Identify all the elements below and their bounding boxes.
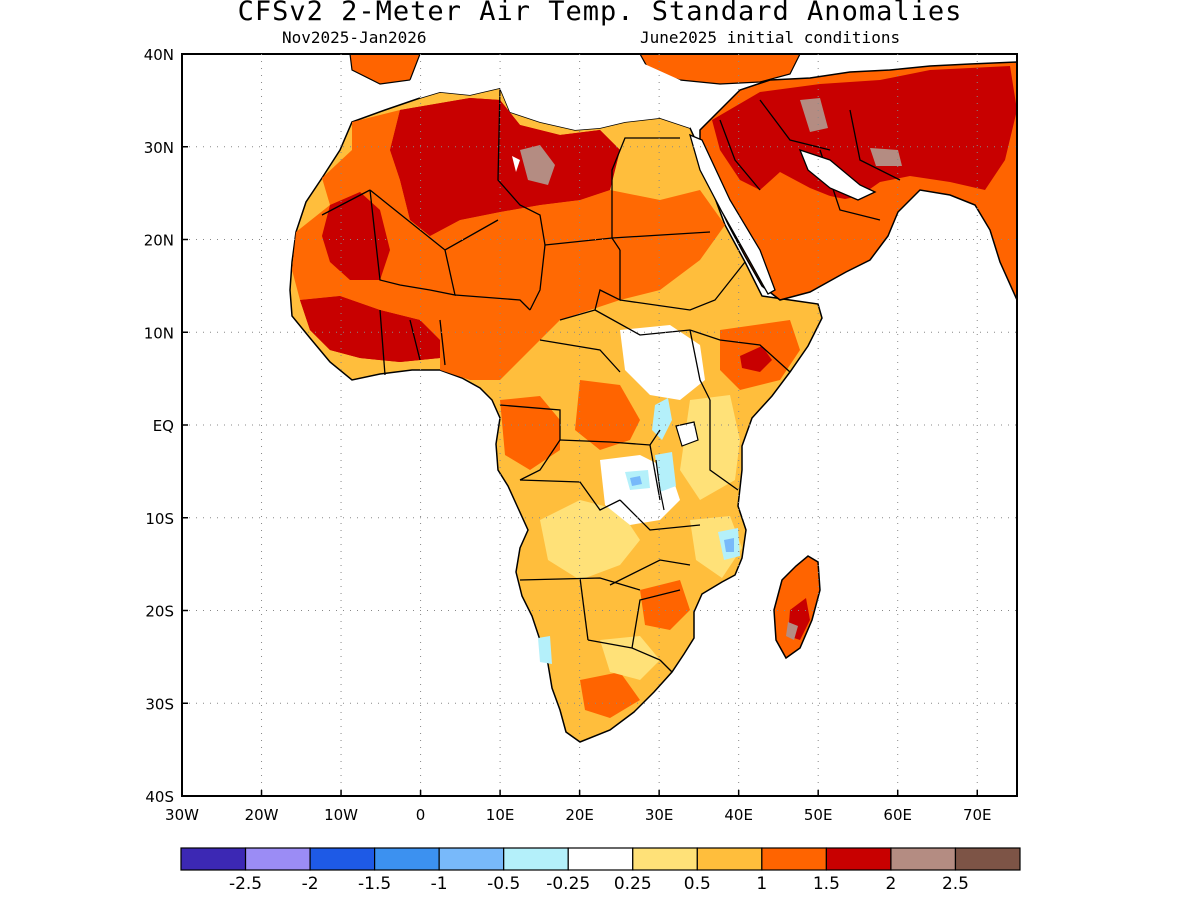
anomaly-region bbox=[630, 476, 642, 486]
colorbar-label: 0.25 bbox=[614, 874, 652, 894]
colorbar-label: -2.5 bbox=[229, 874, 262, 894]
colorbar-swatch bbox=[761, 847, 827, 871]
map-title: CFSv2 2-Meter Air Temp. Standard Anomali… bbox=[237, 0, 963, 27]
lat-tick-label: 10S bbox=[145, 510, 174, 528]
anomaly-region bbox=[620, 325, 705, 400]
anomaly-region bbox=[520, 145, 555, 185]
colorbar-label: -1 bbox=[431, 874, 448, 894]
anomaly-region bbox=[292, 110, 725, 380]
colorbar-swatch bbox=[180, 847, 247, 871]
anomaly-region bbox=[390, 98, 620, 236]
lon-tick-label: 0 bbox=[416, 806, 426, 824]
lat-tick-label: 20N bbox=[144, 232, 174, 250]
colorbar-label: -0.5 bbox=[487, 874, 520, 894]
lat-tick-label: 40N bbox=[144, 46, 174, 64]
lat-tick-label: 10N bbox=[144, 324, 174, 342]
anomaly-region bbox=[512, 156, 520, 172]
lon-tick-label: 50E bbox=[804, 806, 833, 824]
mediterranean-sea bbox=[410, 62, 700, 130]
colorbar-swatch bbox=[374, 847, 440, 871]
anomaly-region bbox=[740, 190, 880, 282]
colorbar-label: 0.5 bbox=[684, 874, 711, 894]
colorbar-swatch bbox=[309, 847, 376, 871]
anomaly-region bbox=[600, 636, 660, 680]
lon-tick-label: 40E bbox=[724, 806, 753, 824]
colorbar-label: -0.25 bbox=[546, 874, 590, 894]
lon-tick-label: 10W bbox=[324, 806, 358, 824]
lat-tick-label: EQ bbox=[153, 417, 174, 435]
colorbar-swatch bbox=[567, 847, 634, 871]
lon-tick-label: 60E bbox=[883, 806, 912, 824]
colorbar-swatch bbox=[954, 847, 1021, 871]
anomaly-region bbox=[538, 636, 552, 664]
lat-tick-label: 40S bbox=[145, 788, 174, 806]
colorbar-swatch bbox=[825, 847, 892, 871]
red-sea bbox=[689, 133, 776, 295]
colorbar-label: 1.5 bbox=[813, 874, 840, 894]
persian-gulf bbox=[798, 148, 877, 201]
colorbar-label: 2.5 bbox=[942, 874, 969, 894]
lon-tick-label: 70E bbox=[963, 806, 992, 824]
colorbar-swatch bbox=[503, 847, 569, 871]
lat-tick-label: 20S bbox=[145, 603, 174, 621]
colorbar-label: 2 bbox=[886, 874, 897, 894]
colorbar-swatch bbox=[438, 847, 505, 871]
gridlines bbox=[182, 54, 1017, 796]
lon-tick-label: 20W bbox=[245, 806, 279, 824]
colorbar-swatch bbox=[696, 847, 763, 871]
anomaly-region bbox=[300, 296, 440, 362]
colorbar-label: 1 bbox=[756, 874, 767, 894]
country-borders bbox=[321, 87, 901, 673]
axis-ticks: 30W 20W 10W 0 10E 20E 30E 40E 50E 60E 70E 40N 30N 20N… bbox=[144, 46, 992, 824]
map-area bbox=[289, 54, 1017, 743]
anomaly-region bbox=[500, 396, 560, 470]
anomaly-region bbox=[724, 538, 734, 552]
lat-tick-label: 30S bbox=[145, 695, 174, 713]
anomaly-region bbox=[540, 500, 640, 580]
lon-tick-label: 30W bbox=[165, 806, 199, 824]
anomaly-region bbox=[580, 672, 640, 718]
anomaly-region bbox=[652, 398, 672, 440]
lake-victoria bbox=[675, 421, 699, 447]
colorbar-label: -2 bbox=[302, 874, 319, 894]
colorbar: -2.5 -2 -1.5 -1 -0.5 -0.25 0.25 0.5 1 1.5 2 2.5 bbox=[180, 847, 1021, 894]
lon-tick-label: 20E bbox=[565, 806, 594, 824]
anomaly-region bbox=[640, 580, 690, 630]
lake-tanganyika bbox=[655, 459, 665, 511]
anomaly-region bbox=[740, 346, 772, 372]
anomaly-region bbox=[712, 66, 1017, 200]
anomaly-region bbox=[575, 380, 640, 450]
anomaly-region bbox=[800, 98, 828, 132]
colorbar-swatch bbox=[244, 847, 311, 871]
lon-tick-label: 10E bbox=[486, 806, 515, 824]
lat-tick-label: 30N bbox=[144, 139, 174, 157]
lon-tick-label: 30E bbox=[645, 806, 674, 824]
anomaly-region bbox=[786, 622, 798, 640]
europe-land bbox=[349, 54, 421, 85]
initial-conditions: June2025 initial conditions bbox=[640, 28, 901, 47]
colorbar-swatch bbox=[890, 847, 957, 871]
colorbar-swatch bbox=[632, 847, 698, 871]
colorbar-label: -1.5 bbox=[358, 874, 391, 894]
anomaly-region bbox=[655, 452, 676, 492]
anomaly-region bbox=[870, 148, 902, 166]
forecast-period: Nov2025-Jan2026 bbox=[282, 28, 427, 47]
